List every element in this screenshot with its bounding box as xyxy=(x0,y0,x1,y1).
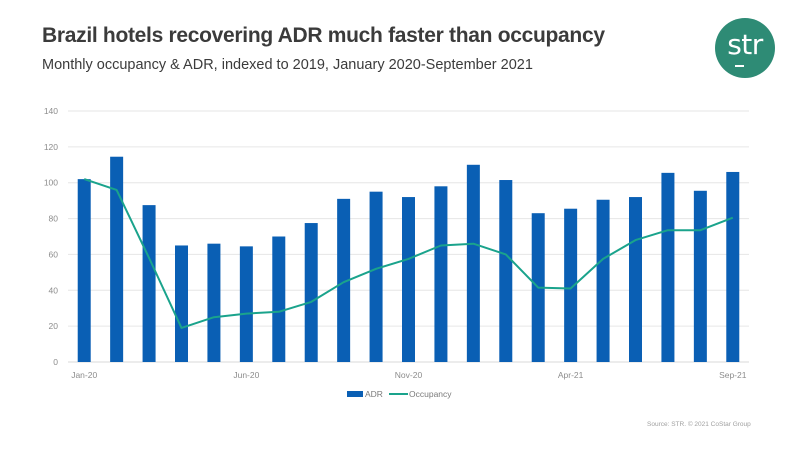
adr-bar-Jun-20 xyxy=(239,246,253,362)
chart-subtitle: Monthly occupancy & ADR, indexed to 2019… xyxy=(42,57,533,73)
y-tick-label: 140 xyxy=(44,106,58,116)
adr-bar-May-20 xyxy=(207,243,221,362)
occupancy-line-group xyxy=(83,178,734,329)
y-tick-label: 0 xyxy=(53,357,58,367)
adr-bar-Apr-21 xyxy=(564,208,578,362)
source-note: Source: STR. © 2021 CoStar Group xyxy=(647,421,751,428)
legend-adr-swatch xyxy=(347,391,363,397)
adr-bar-Apr-20 xyxy=(175,245,188,362)
adr-bar-Feb-21 xyxy=(499,180,513,362)
adr-bar-May-21 xyxy=(596,199,610,362)
y-tick-label: 40 xyxy=(49,285,59,295)
x-tick-label: Nov-20 xyxy=(395,370,423,380)
adr-bar-Feb-20 xyxy=(110,156,124,362)
adr-bar-Sep-20 xyxy=(337,198,351,362)
adr-bar-Nov-20 xyxy=(402,197,415,362)
legend-occupancy-label: Occupancy xyxy=(409,389,452,399)
adr-bar-Jul-20 xyxy=(272,236,286,362)
str-logo-underline xyxy=(735,65,744,67)
x-axis-ticks: Jan-20 Jun-20 Nov-20 Apr-21 Sep-21 xyxy=(71,370,747,380)
x-tick-label: Jan-20 xyxy=(71,370,97,380)
legend-adr-label: ADR xyxy=(365,389,383,399)
y-tick-label: 120 xyxy=(44,142,58,152)
y-tick-label: 80 xyxy=(49,214,59,224)
adr-bar-Jun-21 xyxy=(629,197,642,362)
adr-bar-Mar-20 xyxy=(142,205,156,362)
y-tick-label: 60 xyxy=(49,249,59,259)
x-tick-label: Sep-21 xyxy=(719,370,747,380)
str-logo: str xyxy=(715,18,775,78)
y-tick-label: 100 xyxy=(44,178,58,188)
adr-bar-Dec-20 xyxy=(434,186,448,362)
y-axis-ticks: 0 20 40 60 80 100 120 140 xyxy=(44,106,58,367)
adr-bar-Oct-20 xyxy=(369,191,383,362)
str-logo-text: str xyxy=(727,28,763,61)
legend: ADR Occupancy xyxy=(347,389,452,399)
adr-bar-Jan-21 xyxy=(466,164,480,362)
x-tick-label: Apr-21 xyxy=(558,370,584,380)
adr-bar-Sep-21 xyxy=(726,171,740,362)
adr-bar-Aug-20 xyxy=(304,223,318,362)
adr-bar-Aug-21 xyxy=(693,190,707,362)
adr-bar-Jan-20 xyxy=(77,179,91,362)
adr-bar-Jul-21 xyxy=(661,172,675,362)
occupancy-line xyxy=(83,178,734,329)
x-tick-label: Jun-20 xyxy=(233,370,259,380)
chart-title: Brazil hotels recovering ADR much faster… xyxy=(42,24,605,47)
y-tick-label: 20 xyxy=(49,321,59,331)
